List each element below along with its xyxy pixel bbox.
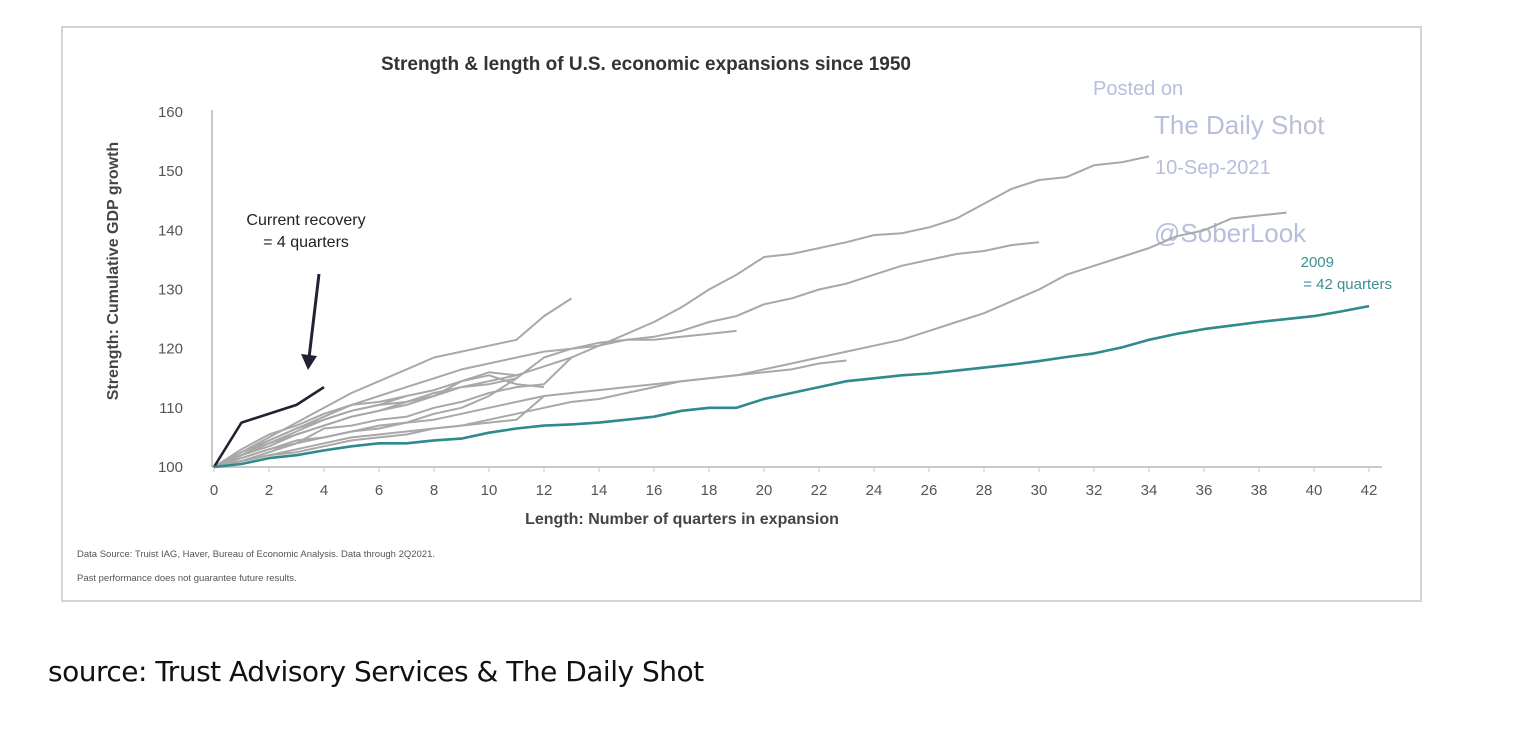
y-tick-label: 140 [158,222,183,239]
footnote-disclaimer: Past performance does not guarantee futu… [77,573,297,584]
series-line-historical [213,356,573,468]
y-tick-label: 110 [159,400,183,417]
x-tick-label: 18 [701,482,718,499]
series-line-historical [213,329,737,468]
footnote-source: Data Source: Truist IAG, Haver, Bureau o… [77,549,435,560]
2009-annotation: 2009 = 42 quarters [1301,254,1392,293]
series-line-historical [213,211,1287,468]
watermark-line-1: Posted on [1093,78,1183,100]
arrow-shaft [307,273,321,359]
x-tick-label: 40 [1306,482,1323,499]
series-line-historical [213,395,407,468]
y-axis-title: Strength: Cumulative GDP growth [105,142,122,400]
x-tick-label: 34 [1141,482,1158,499]
watermark-line-2: The Daily Shot [1154,110,1325,140]
current-recovery-annotation: Current recovery = 4 quarters [246,212,366,370]
watermark-line-3: 10-Sep-2021 [1155,157,1271,179]
y-tick-label: 160 [158,104,183,121]
watermark-line-4: @SoberLook [1154,218,1307,248]
x-tick-label: 16 [646,482,663,499]
series-line-historical [213,241,1040,468]
chart-svg: Strength & length of U.S. economic expan… [77,54,1392,584]
series-line-historical [213,377,518,468]
series-line-historical [213,155,1150,468]
x-tick-label: 32 [1086,482,1103,499]
y-ticks: 100 110 120 130 140 150 160 [158,104,183,476]
x-tick-label: 20 [756,482,773,499]
arrow-head-icon [301,354,317,370]
x-tick-label: 12 [536,482,553,499]
series-group [212,155,1370,469]
current-recovery-label-2: = 4 quarters [263,234,349,251]
y-tick-label: 150 [158,163,183,180]
x-tick-label: 22 [811,482,828,499]
axes [211,110,1382,468]
y-tick-label: 100 [158,459,183,476]
watermark: Posted on The Daily Shot 10-Sep-2021 @So… [1093,78,1325,248]
x-tick-label: 24 [866,482,883,499]
x-tick-label: 26 [921,482,938,499]
y-tick-label: 120 [158,341,183,358]
x-tick-label: 2 [265,482,273,499]
label-2009-line-1: 2009 [1301,254,1334,271]
x-tick-label: 6 [375,482,383,499]
x-tick-label: 30 [1031,482,1048,499]
label-2009-line-2: = 42 quarters [1303,276,1392,293]
x-tick-label: 36 [1196,482,1213,499]
current-recovery-label-1: Current recovery [246,212,365,229]
x-tick-label: 28 [976,482,993,499]
x-ticks: 0 2 4 6 8 10 12 14 16 18 20 22 24 26 28 30 32 34 36 38 40 42 [210,467,1378,499]
series-line-current-recovery [212,386,325,468]
x-tick-label: 4 [320,482,328,499]
x-tick-label: 38 [1251,482,1268,499]
x-tick-label: 14 [591,482,608,499]
x-tick-label: 0 [210,482,218,499]
series-line-2009 [213,304,1370,469]
x-tick-label: 8 [430,482,438,499]
chart-frame: Strength & length of U.S. economic expan… [61,26,1422,602]
series-line-historical [213,371,517,468]
x-tick-label: 42 [1361,482,1378,499]
x-tick-label: 10 [481,482,498,499]
chart-title: Strength & length of U.S. economic expan… [381,54,911,75]
series-line-historical [213,359,847,468]
series-line-historical [213,297,573,468]
y-tick-label: 130 [158,282,183,299]
source-caption: source: Trust Advisory Services & The Da… [48,655,704,688]
x-axis-title: Length: Number of quarters in expansion [525,511,839,528]
series-line-historical [213,395,545,468]
